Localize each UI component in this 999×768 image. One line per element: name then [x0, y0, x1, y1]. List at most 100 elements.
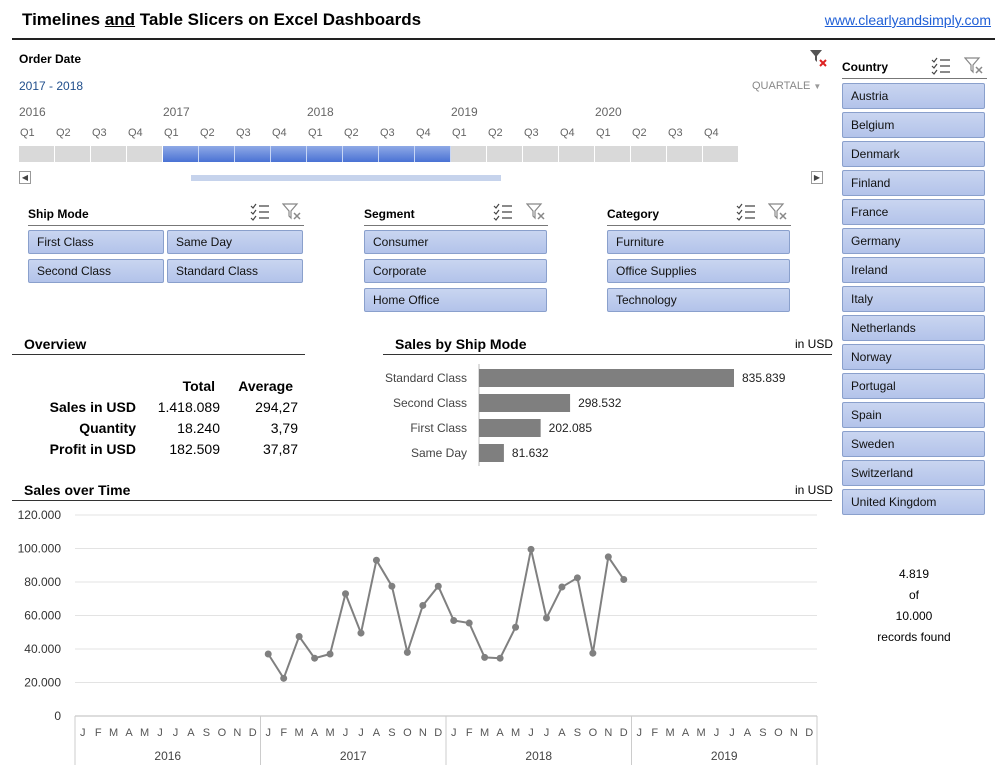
- bar-chart-unit: in USD: [795, 337, 834, 351]
- overview-average-value: 3,79: [270, 420, 298, 436]
- timeline-period[interactable]: [595, 146, 631, 162]
- slicer-item-standard-class[interactable]: Standard Class: [167, 259, 303, 283]
- clear-filter-icon[interactable]: [808, 48, 828, 73]
- timeline-period[interactable]: [703, 146, 739, 162]
- data-point: [512, 623, 520, 631]
- timeline-year-label: 2019: [451, 105, 478, 119]
- x-month-label: A: [496, 727, 504, 739]
- dropdown-arrow-icon: ▼: [813, 82, 822, 91]
- data-point: [481, 653, 489, 661]
- timeline-period[interactable]: [127, 146, 163, 162]
- timeline-period[interactable]: [487, 146, 523, 162]
- slicer-item-country[interactable]: Germany: [842, 228, 985, 254]
- slicer-item-country[interactable]: France: [842, 199, 985, 225]
- slicer-item-country[interactable]: Denmark: [842, 141, 985, 167]
- timeline-period[interactable]: [55, 146, 91, 162]
- overview-row-label: Quantity: [79, 420, 136, 436]
- ship-mode-slicer-title: Ship Mode: [28, 207, 89, 221]
- data-point: [620, 575, 628, 583]
- x-month-label: F: [280, 727, 287, 739]
- slicer-item-country[interactable]: Belgium: [842, 112, 985, 138]
- timeline-period[interactable]: [559, 146, 595, 162]
- slicer-item-consumer[interactable]: Consumer: [364, 230, 547, 254]
- x-month-label: J: [358, 727, 364, 739]
- clear-filter-icon[interactable]: [963, 57, 984, 80]
- x-year-label: 2017: [340, 749, 367, 763]
- slicer-item-second-class[interactable]: Second Class: [28, 259, 164, 283]
- slicer-item-country[interactable]: Austria: [842, 83, 985, 109]
- timeline-period-selected[interactable]: [379, 146, 415, 162]
- slicer-item-country[interactable]: Sweden: [842, 431, 985, 457]
- slicer-item-first-class[interactable]: First Class: [28, 230, 164, 254]
- slicer-item-country[interactable]: Norway: [842, 344, 985, 370]
- slicer-item-country[interactable]: Ireland: [842, 257, 985, 283]
- timeline-period-selected[interactable]: [235, 146, 271, 162]
- slicer-item-same-day[interactable]: Same Day: [167, 230, 303, 254]
- multi-select-icon[interactable]: [931, 57, 951, 80]
- slicer-item-country[interactable]: Finland: [842, 170, 985, 196]
- data-point: [388, 582, 396, 590]
- data-point: [542, 614, 550, 622]
- x-month-label: S: [388, 727, 395, 739]
- timeline-year-label: 2018: [307, 105, 334, 119]
- data-point: [589, 649, 597, 657]
- category-slicer-title: Category: [607, 207, 660, 221]
- timeline-year-label: 2020: [595, 105, 622, 119]
- x-month-label: N: [790, 727, 798, 739]
- bar-category-label: Standard Class: [385, 371, 467, 385]
- multi-select-icon[interactable]: [250, 203, 270, 226]
- x-month-label: A: [558, 727, 566, 739]
- data-point: [280, 674, 288, 682]
- slicer-item-country[interactable]: Netherlands: [842, 315, 985, 341]
- timeline-period[interactable]: [19, 146, 55, 162]
- bar: [479, 394, 571, 412]
- slicer-item-country[interactable]: Portugal: [842, 373, 985, 399]
- x-month-label: J: [265, 727, 271, 739]
- x-month-label: A: [125, 727, 133, 739]
- timeline-quarter-label: Q1: [452, 127, 467, 139]
- timeline-period-selected[interactable]: [343, 146, 379, 162]
- timeline-period[interactable]: [631, 146, 667, 162]
- timeline-period-selected[interactable]: [307, 146, 343, 162]
- slicer-item-home-office[interactable]: Home Office: [364, 288, 547, 312]
- timeline-scrollbar-thumb[interactable]: [191, 175, 501, 181]
- clear-filter-icon[interactable]: [281, 203, 302, 226]
- slicer-item-office-supplies[interactable]: Office Supplies: [607, 259, 790, 283]
- timeline-period[interactable]: [451, 146, 487, 162]
- slicer-item-country[interactable]: United Kingdom: [842, 489, 985, 515]
- multi-select-icon[interactable]: [493, 203, 513, 226]
- timeline-period-selected[interactable]: [415, 146, 451, 162]
- slicer-item-country[interactable]: Spain: [842, 402, 985, 428]
- timeline-period[interactable]: [91, 146, 127, 162]
- overview-divider: [12, 354, 305, 355]
- x-month-label: J: [729, 727, 735, 739]
- slicer-item-corporate[interactable]: Corporate: [364, 259, 547, 283]
- multi-select-icon[interactable]: [736, 203, 756, 226]
- timeline-level-dropdown[interactable]: QUARTALE ▼: [752, 80, 821, 92]
- x-month-label: A: [373, 727, 381, 739]
- y-tick-label: 100.000: [18, 542, 62, 556]
- timeline-period-selected[interactable]: [199, 146, 235, 162]
- timeline-period[interactable]: [523, 146, 559, 162]
- line-chart-divider: [12, 500, 832, 501]
- timeline-period-selected[interactable]: [271, 146, 307, 162]
- slicer-item-country[interactable]: Italy: [842, 286, 985, 312]
- timeline-quarter-label: Q4: [560, 127, 575, 139]
- records-count: 4.819: [898, 567, 930, 581]
- overview-row-label: Sales in USD: [49, 399, 136, 415]
- website-link[interactable]: www.clearlyandsimply.com: [824, 12, 991, 28]
- scroll-right-icon[interactable]: ▶: [811, 171, 823, 184]
- x-month-label: J: [544, 727, 550, 739]
- slicer-item-furniture[interactable]: Furniture: [607, 230, 790, 254]
- timeline-period[interactable]: [667, 146, 703, 162]
- x-month-label: F: [651, 727, 658, 739]
- clear-filter-icon[interactable]: [767, 203, 788, 226]
- timeline-quarter-label: Q2: [344, 127, 359, 139]
- slicer-item-technology[interactable]: Technology: [607, 288, 790, 312]
- x-month-label: A: [311, 727, 319, 739]
- slicer-item-country[interactable]: Switzerland: [842, 460, 985, 486]
- clear-filter-icon[interactable]: [525, 203, 546, 226]
- timeline-period-selected[interactable]: [163, 146, 199, 162]
- data-point: [558, 583, 566, 591]
- scroll-left-icon[interactable]: ◀: [19, 171, 31, 184]
